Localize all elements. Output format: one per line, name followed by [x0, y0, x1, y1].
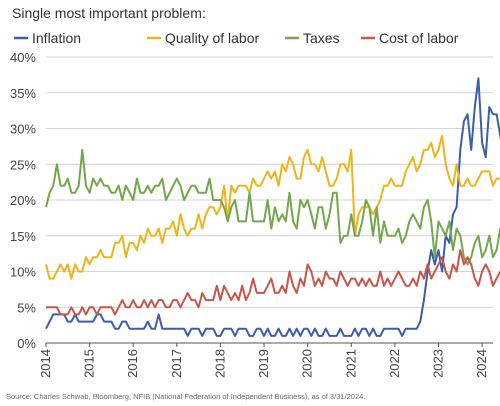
legend-title: Single most important problem: — [12, 5, 206, 21]
series-line-quality-of-labor — [45, 134, 500, 280]
x-tick-label: 2019 — [256, 349, 271, 378]
y-tick-label: 20% — [10, 193, 36, 208]
y-tick-label: 40% — [10, 50, 36, 65]
y-tick-label: 35% — [10, 86, 36, 101]
source-note: Source: Charles Schwab, Bloomberg, NFIB … — [6, 392, 366, 401]
x-tick-label: 2016 — [125, 349, 140, 378]
y-axis-tick-labels: 0% 5% 10% 15% 20% 25% 30% 35% 40% — [10, 50, 36, 351]
x-tick-label: 2015 — [82, 349, 97, 378]
legend-label: Inflation — [32, 30, 81, 46]
x-tick-label: 2020 — [300, 349, 315, 378]
y-tick-label: 10% — [10, 265, 36, 280]
series-lines — [45, 77, 500, 337]
legend-label: Taxes — [303, 30, 340, 46]
series-line-cost-of-labor — [46, 249, 500, 316]
x-tick-label: 2023 — [430, 349, 445, 378]
x-axis-tick-labels: 2014 2015 2016 2017 2018 2019 2020 2021 2022 2023… — [38, 343, 489, 378]
y-tick-label: 15% — [10, 229, 36, 244]
legend-label: Cost of labor — [379, 30, 459, 46]
y-tick-label: 0% — [17, 336, 36, 351]
y-tick-label: 5% — [17, 300, 36, 315]
x-tick-label: 2017 — [169, 349, 184, 378]
x-tick-label: 2014 — [38, 349, 53, 378]
x-tick-label: 2024 — [474, 349, 489, 378]
legend-label: Quality of labor — [165, 30, 259, 46]
x-tick-label: 2018 — [212, 349, 227, 378]
series-line-inflation — [45, 77, 500, 337]
series-line-taxes — [45, 148, 500, 266]
x-tick-label: 2022 — [387, 349, 402, 378]
y-tick-label: 30% — [10, 122, 36, 137]
x-tick-label: 2021 — [343, 349, 358, 378]
legend: Inflation Quality of labor Taxes Cost of la… — [14, 30, 459, 46]
gridlines — [46, 56, 493, 308]
y-tick-label: 25% — [10, 157, 36, 172]
